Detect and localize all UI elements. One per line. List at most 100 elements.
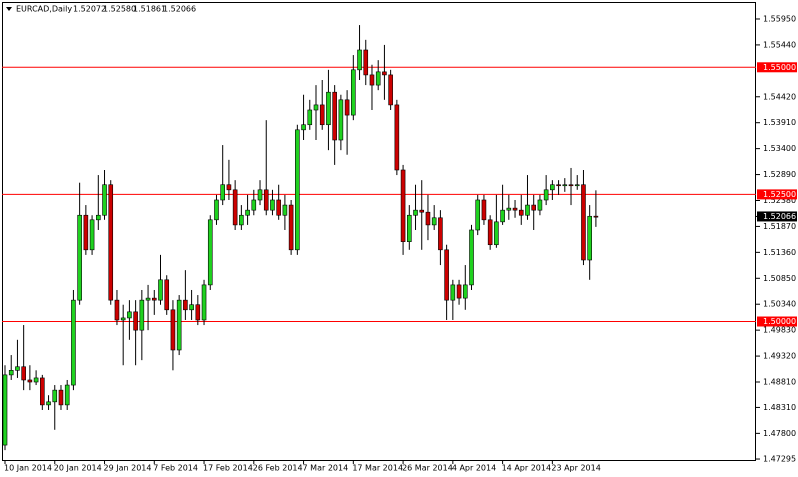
candle-body	[89, 219, 95, 251]
candle-body	[326, 91, 331, 126]
candle-body	[456, 284, 462, 299]
x-tick-label: 29 Jan 2014	[104, 464, 152, 473]
candle-body	[307, 109, 313, 126]
last-price-tag	[757, 211, 797, 222]
level-tag	[757, 62, 797, 73]
candle-body	[574, 184, 580, 187]
candle-body	[506, 207, 512, 211]
candle-body	[550, 184, 555, 191]
candle-body	[581, 184, 586, 261]
candle-body	[363, 49, 369, 76]
candle-body	[139, 299, 145, 331]
candle-body	[406, 214, 412, 242]
candle-body	[556, 184, 561, 187]
candle-body	[183, 299, 188, 311]
candle-body	[357, 49, 362, 71]
candle-body	[176, 299, 182, 351]
candle-body	[8, 370, 14, 376]
symbol: EURCAD,Daily	[16, 5, 72, 14]
candle-body	[338, 99, 344, 141]
candle-body	[431, 217, 437, 226]
candle-body	[394, 104, 400, 171]
candle-body	[207, 219, 213, 286]
candle-body	[170, 309, 176, 351]
y-tick-label: 1.48810	[763, 378, 796, 387]
x-tick-label: 26 Mar 2014	[402, 464, 453, 473]
x-tick-label: 14 Apr 2014	[502, 464, 551, 473]
candle-body	[189, 304, 194, 311]
ohlc-low: 1.51861	[133, 5, 166, 14]
x-tick-label: 7 Mar 2014	[303, 464, 349, 473]
candle-body	[425, 211, 431, 226]
candle-body	[419, 209, 425, 213]
candle-body	[537, 199, 543, 211]
candle-body	[319, 104, 325, 126]
candle-body	[158, 279, 163, 301]
candle-body	[220, 184, 225, 201]
level-label: 1.55000	[763, 63, 796, 72]
candle-body	[500, 209, 505, 223]
y-tick-label: 1.47295	[763, 455, 796, 464]
candle-body	[77, 214, 82, 301]
candle-body	[469, 229, 474, 286]
candle-body	[33, 377, 39, 383]
candle-body	[164, 279, 170, 311]
candle-body	[151, 297, 157, 301]
y-tick-label: 1.52380	[763, 196, 796, 205]
candle-body	[512, 207, 518, 211]
x-tick-label: 17 Mar 2014	[352, 464, 403, 473]
candle-body	[295, 129, 300, 251]
y-tick-label: 1.47800	[763, 429, 796, 438]
candle-body	[462, 284, 468, 299]
candle-body	[21, 366, 26, 381]
candle-body	[375, 71, 381, 86]
y-tick-label: 1.50850	[763, 274, 796, 283]
candle-body	[2, 374, 8, 446]
candle-body	[438, 217, 443, 251]
candle-body	[145, 297, 151, 301]
x-tick-label: 20 Jan 2014	[54, 464, 102, 473]
candle-body	[251, 199, 257, 211]
y-tick-label: 1.52890	[763, 170, 796, 179]
candle-body	[201, 284, 207, 321]
candle-body	[40, 377, 45, 406]
candle-body	[531, 204, 537, 211]
candle-body	[400, 169, 406, 242]
candle-body	[562, 184, 568, 187]
candle-body	[108, 184, 114, 301]
candle-body	[263, 189, 269, 211]
x-tick-label: 23 Apr 2014	[551, 464, 600, 473]
y-tick-label: 1.49320	[763, 352, 796, 361]
candle-body	[71, 299, 76, 386]
candle-body	[525, 204, 530, 216]
candle-body	[114, 299, 120, 321]
candle-body	[593, 215, 599, 218]
y-tick-label: 1.51360	[763, 248, 796, 257]
candle-body	[58, 389, 64, 406]
candle-body	[195, 304, 201, 321]
candle-body	[15, 366, 20, 371]
candle-body	[587, 215, 592, 261]
candle-body	[102, 184, 107, 216]
candle-body	[214, 199, 219, 221]
y-tick-label: 1.49830	[763, 326, 796, 335]
x-tick-label: 10 Jan 2014	[4, 464, 52, 473]
ohlc-open: 1.52072	[73, 5, 106, 14]
candle-body	[444, 249, 449, 301]
x-tick-label: 17 Feb 2014	[203, 464, 253, 473]
candle-body	[232, 189, 238, 226]
candle-body	[487, 219, 493, 246]
candle-body	[288, 204, 294, 251]
candle-body	[313, 104, 319, 111]
candle-body	[568, 184, 574, 187]
plot-frame	[2, 2, 756, 461]
y-tick-label: 1.54420	[763, 92, 796, 101]
candle-body	[382, 71, 387, 76]
candle-body	[332, 91, 337, 141]
candle-body	[239, 214, 244, 226]
level-label: 1.50000	[763, 317, 796, 326]
level-tag	[757, 189, 797, 200]
ohlc-high: 1.52580	[103, 5, 136, 14]
ohlc-close: 1.52066	[163, 5, 196, 14]
